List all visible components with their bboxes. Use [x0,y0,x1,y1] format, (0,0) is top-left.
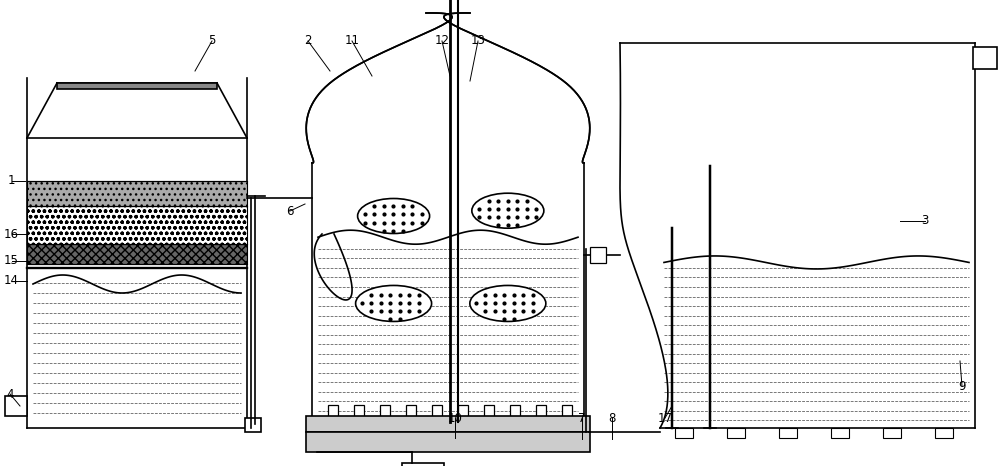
Bar [973,47,997,69]
Bar [562,405,572,422]
Bar [536,405,546,422]
Text: 13: 13 [471,34,485,48]
Bar [831,428,849,438]
Bar [354,405,364,422]
Ellipse shape [470,286,546,322]
Bar [5,396,27,416]
Bar [406,405,416,422]
Text: 6: 6 [286,205,294,218]
Bar [935,428,953,438]
Text: 2: 2 [304,34,312,48]
Text: 11: 11 [344,34,360,48]
Bar [883,428,901,438]
Bar [458,405,468,422]
Text: 7: 7 [578,411,586,425]
Text: 1: 1 [8,174,15,187]
Bar [727,428,745,438]
Bar [306,416,590,432]
Text: 15: 15 [4,254,19,267]
Text: 12: 12 [434,34,450,48]
Ellipse shape [472,193,544,228]
Ellipse shape [356,286,432,322]
Bar [484,405,494,422]
Bar [306,432,590,452]
Bar [245,418,261,432]
Text: 17: 17 [658,411,672,425]
Bar [27,181,247,206]
Bar [432,405,442,422]
Text: 9: 9 [958,379,966,392]
Bar [402,463,444,466]
Bar [675,428,693,438]
Text: 8: 8 [608,411,616,425]
Bar [779,428,797,438]
Bar [27,244,247,264]
Text: 5: 5 [208,34,216,48]
Text: 10: 10 [448,411,462,425]
Bar [328,405,338,422]
Text: 14: 14 [4,274,19,288]
Text: 3: 3 [921,214,929,227]
Polygon shape [306,13,590,163]
Bar [590,247,606,263]
Bar [510,405,520,422]
Ellipse shape [358,199,430,233]
Text: 4: 4 [6,388,14,400]
Bar [57,83,217,89]
Bar [380,405,390,422]
Text: 16: 16 [4,227,19,240]
Bar [27,206,247,244]
